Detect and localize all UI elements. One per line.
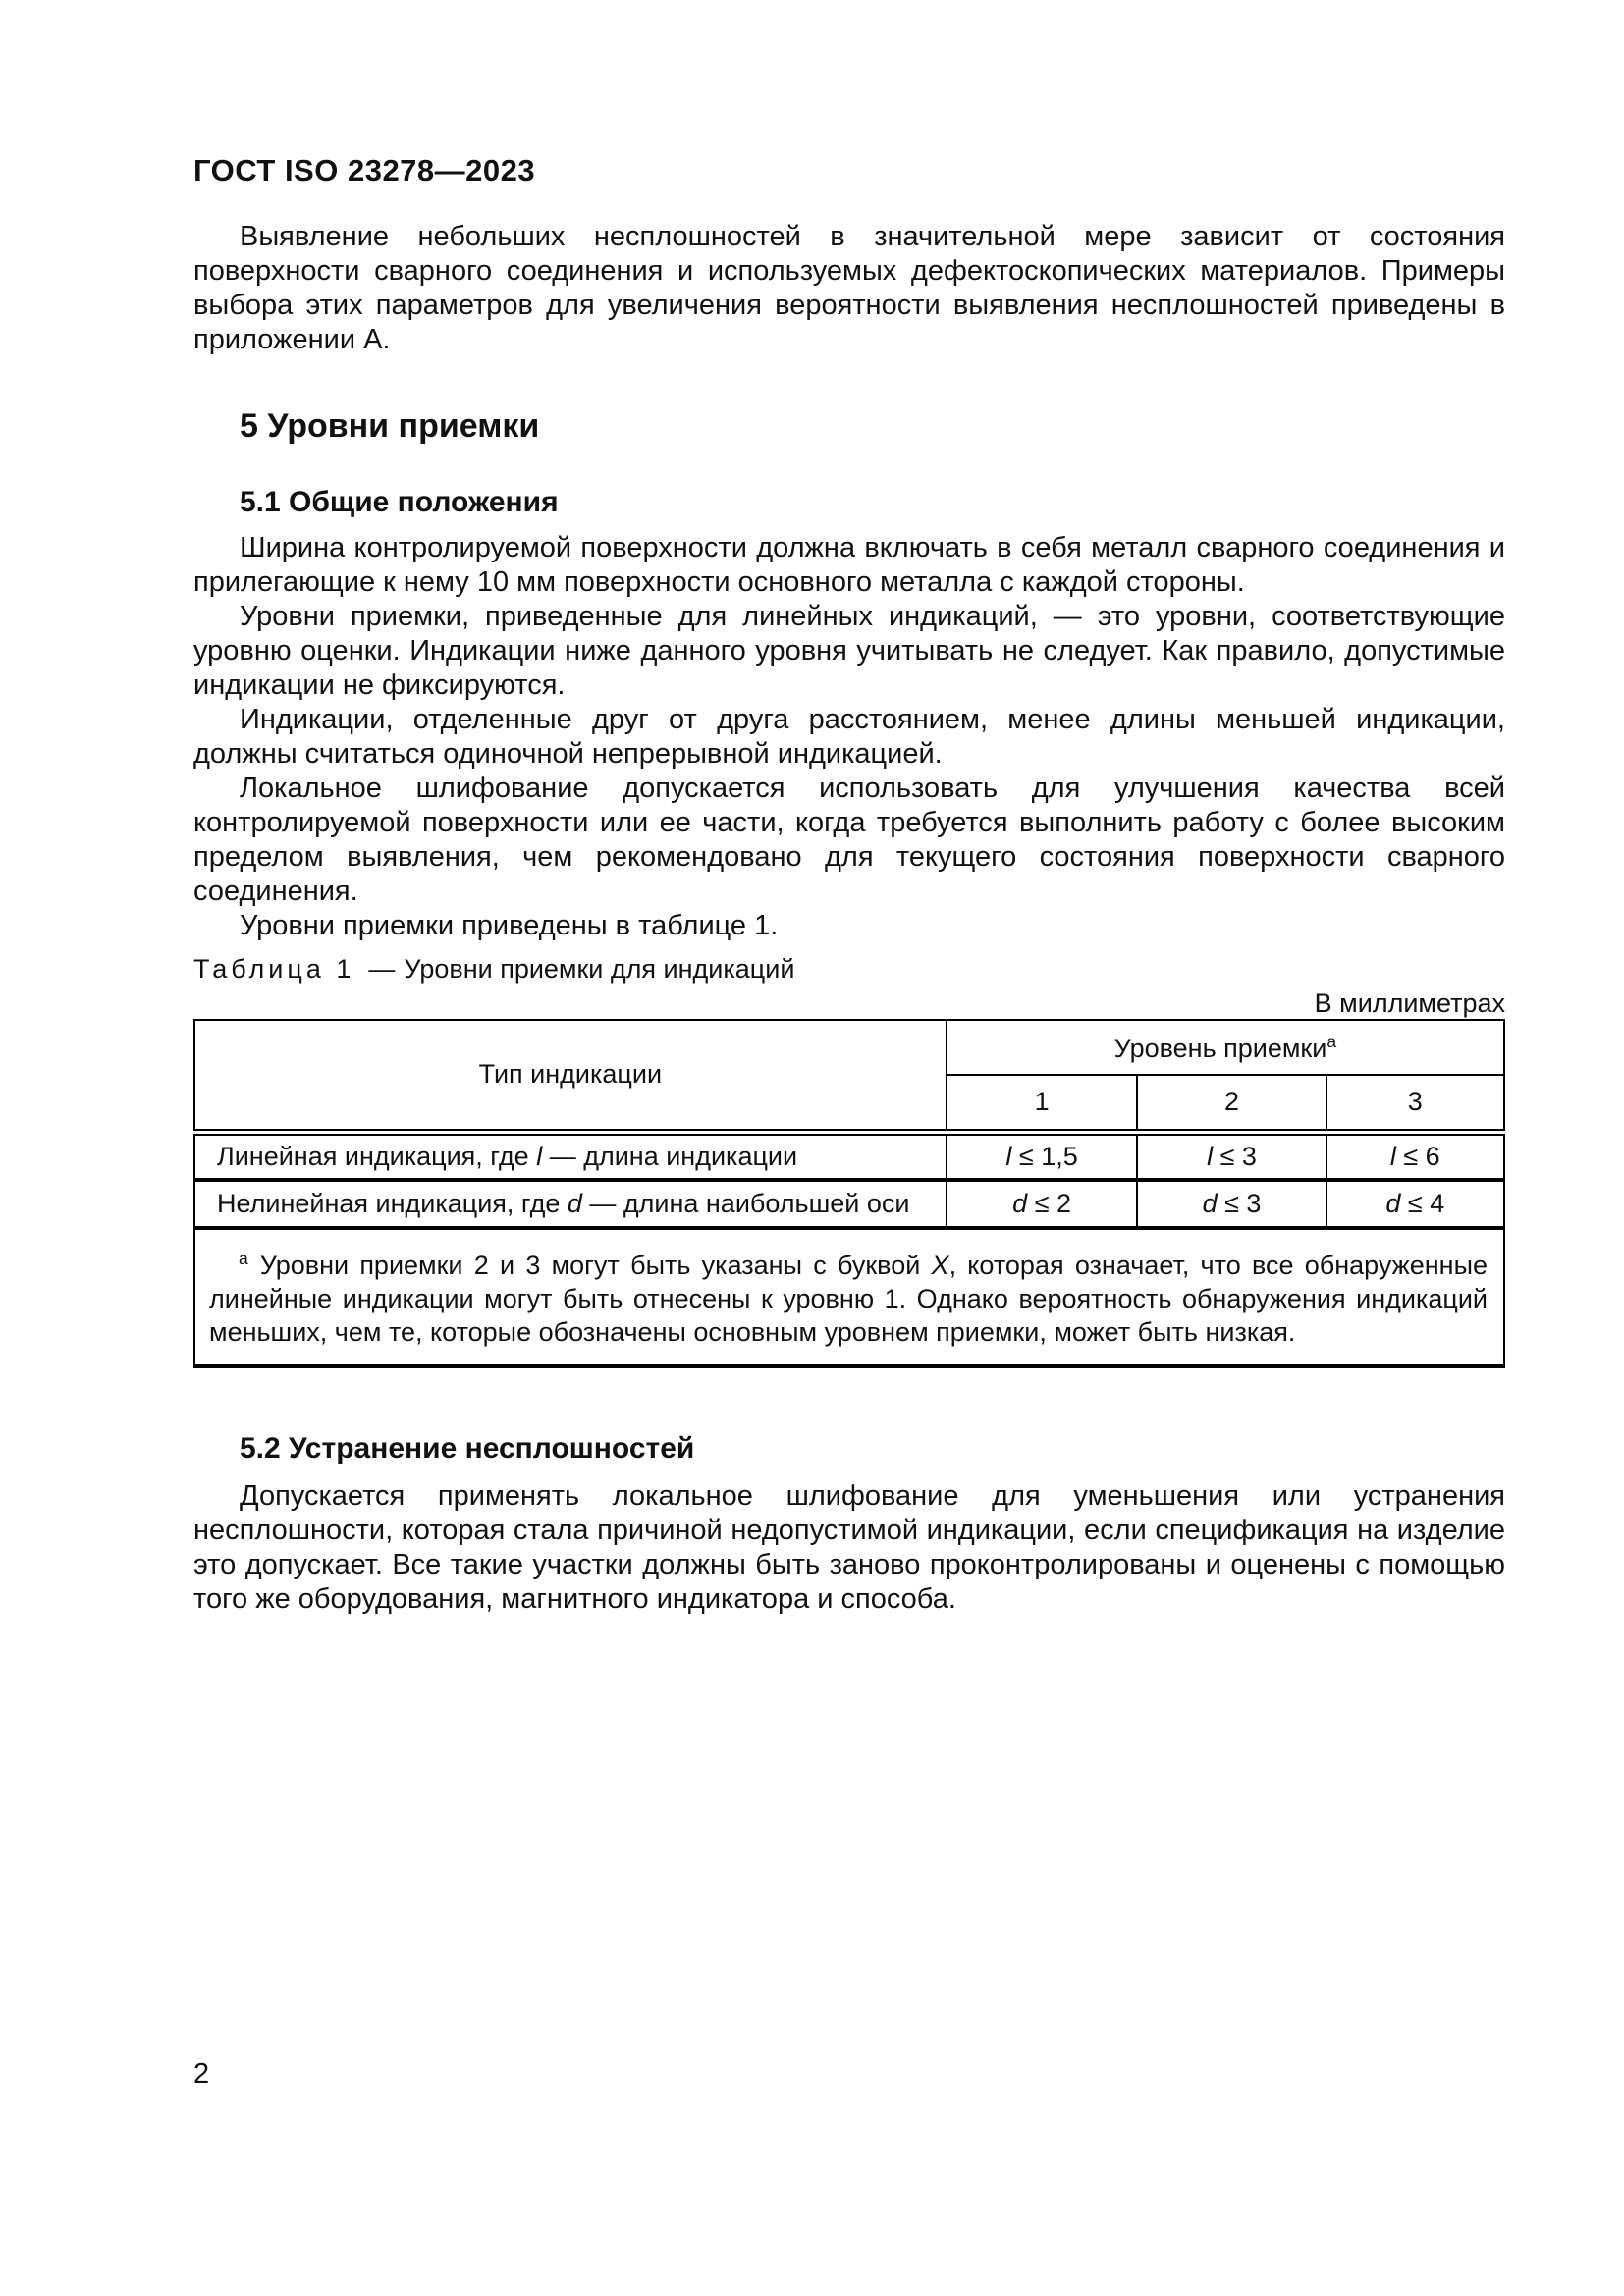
- table-caption-label: Таблица 1: [193, 954, 355, 984]
- units-note: В миллиметрах: [1314, 988, 1505, 1018]
- table-header-row-top: Тип индикации Уровень приемкиa: [193, 1019, 1506, 1133]
- value-symbol: l: [1005, 1141, 1012, 1171]
- paragraph: Индикации, отделенные друг от друга расс…: [193, 704, 1505, 770]
- table-caption-dash: —: [368, 954, 396, 984]
- row-label-symbol: d: [567, 1189, 582, 1218]
- value-cell: l ≤ 6: [1325, 1128, 1506, 1181]
- section-5-2-title: 5.2 Устранение несплошностей: [240, 1432, 695, 1465]
- value-condition: ≤ 3: [1217, 1189, 1262, 1218]
- value-cell: d ≤ 4: [1325, 1178, 1506, 1229]
- paragraph: Локальное шлифование допускается использ…: [193, 773, 1505, 907]
- footnote-marker: a: [239, 1249, 248, 1268]
- table-row-linear: Линейная индикация, где l — длина индика…: [193, 1128, 1506, 1181]
- level-header-3: 3: [1325, 1074, 1506, 1133]
- table-caption-title: Уровни приемки для индикаций: [404, 954, 795, 984]
- level-header-1: 1: [945, 1074, 1139, 1133]
- section-5-title: 5 Уровни приемки: [240, 407, 540, 445]
- table-header-row-levels: 1 2 3: [194, 1074, 1506, 1133]
- value-cell: l ≤ 1,5: [945, 1128, 1139, 1181]
- row-label-symbol: l: [536, 1141, 543, 1171]
- row-label: Нелинейная индикация, где d — длина наиб…: [193, 1178, 947, 1229]
- page-content: ГОСТ ISO 23278—2023 Выявление небольших …: [193, 0, 1506, 1617]
- value-symbol: d: [1012, 1189, 1028, 1218]
- page-number: 2: [193, 2058, 210, 2090]
- paragraph: Уровни приемки, приведенные для линейных…: [193, 601, 1505, 701]
- paragraph: Уровни приемки приведены в таблице 1.: [240, 910, 779, 941]
- value-cell: d ≤ 2: [945, 1178, 1139, 1229]
- section-5-1-title: 5.1 Общие положения: [240, 486, 559, 518]
- intro-paragraph: Выявление небольших несплошностей в знач…: [193, 221, 1505, 355]
- level-header-2: 2: [1136, 1074, 1327, 1133]
- group-header-label: Уровень приемки: [1113, 1033, 1327, 1063]
- footnote-italic-letter: X: [931, 1251, 949, 1280]
- group-header-footnote-ref: a: [1326, 1031, 1337, 1051]
- value-condition: ≤ 2: [1027, 1189, 1072, 1218]
- acceptance-levels-table: Тип индикации Уровень приемкиa 1 2 3 Лин…: [193, 1019, 1506, 1368]
- type-column-header: Тип индикации: [193, 1019, 947, 1133]
- table-footnote: a Уровни приемки 2 и 3 могут быть указаны…: [193, 1226, 1505, 1367]
- paragraph: Ширина контролируемой поверхности должна…: [193, 532, 1505, 598]
- section-5-2: 5.2 Устранение несплошностей Допускается…: [193, 1431, 1505, 1617]
- value-condition: ≤ 4: [1400, 1189, 1445, 1218]
- footnote-text: Уровни приемки 2 и 3 могут быть указаны …: [259, 1251, 932, 1280]
- table-footnote-row: a Уровни приемки 2 и 3 могут быть указаны…: [193, 1226, 1505, 1367]
- row-label-text: Линейная индикация, где: [217, 1141, 537, 1171]
- paragraph: Допускается применять локальное шлифован…: [193, 1480, 1505, 1615]
- value-symbol: l: [1207, 1141, 1214, 1171]
- row-label-text: — длина наибольшей оси: [581, 1189, 910, 1218]
- value-cell: d ≤ 3: [1136, 1178, 1327, 1229]
- value-symbol: d: [1202, 1189, 1218, 1218]
- row-label-text: — длина индикации: [542, 1141, 798, 1171]
- value-symbol: l: [1389, 1141, 1396, 1171]
- value-cell: l ≤ 3: [1136, 1128, 1327, 1181]
- value-condition: ≤ 1,5: [1011, 1141, 1078, 1171]
- group-header: Уровень приемкиa: [945, 1019, 1506, 1076]
- value-condition: ≤ 6: [1395, 1141, 1440, 1171]
- row-label: Линейная индикация, где l — длина индика…: [193, 1128, 947, 1181]
- value-symbol: d: [1385, 1189, 1401, 1218]
- table-caption: Таблица 1 — Уровни приемки для индикаций: [193, 953, 1505, 986]
- value-condition: ≤ 3: [1213, 1141, 1257, 1171]
- document-header: ГОСТ ISO 23278—2023: [193, 153, 536, 187]
- row-label-text: Нелинейная индикация, где: [217, 1189, 568, 1218]
- footnote-text: , которая означает, что все обнаруженные…: [209, 1251, 1488, 1347]
- table-row-nonlinear: Нелинейная индикация, где d — длина наиб…: [193, 1178, 1506, 1229]
- section-5-1-body: Ширина контролируемой поверхности должна…: [193, 531, 1505, 943]
